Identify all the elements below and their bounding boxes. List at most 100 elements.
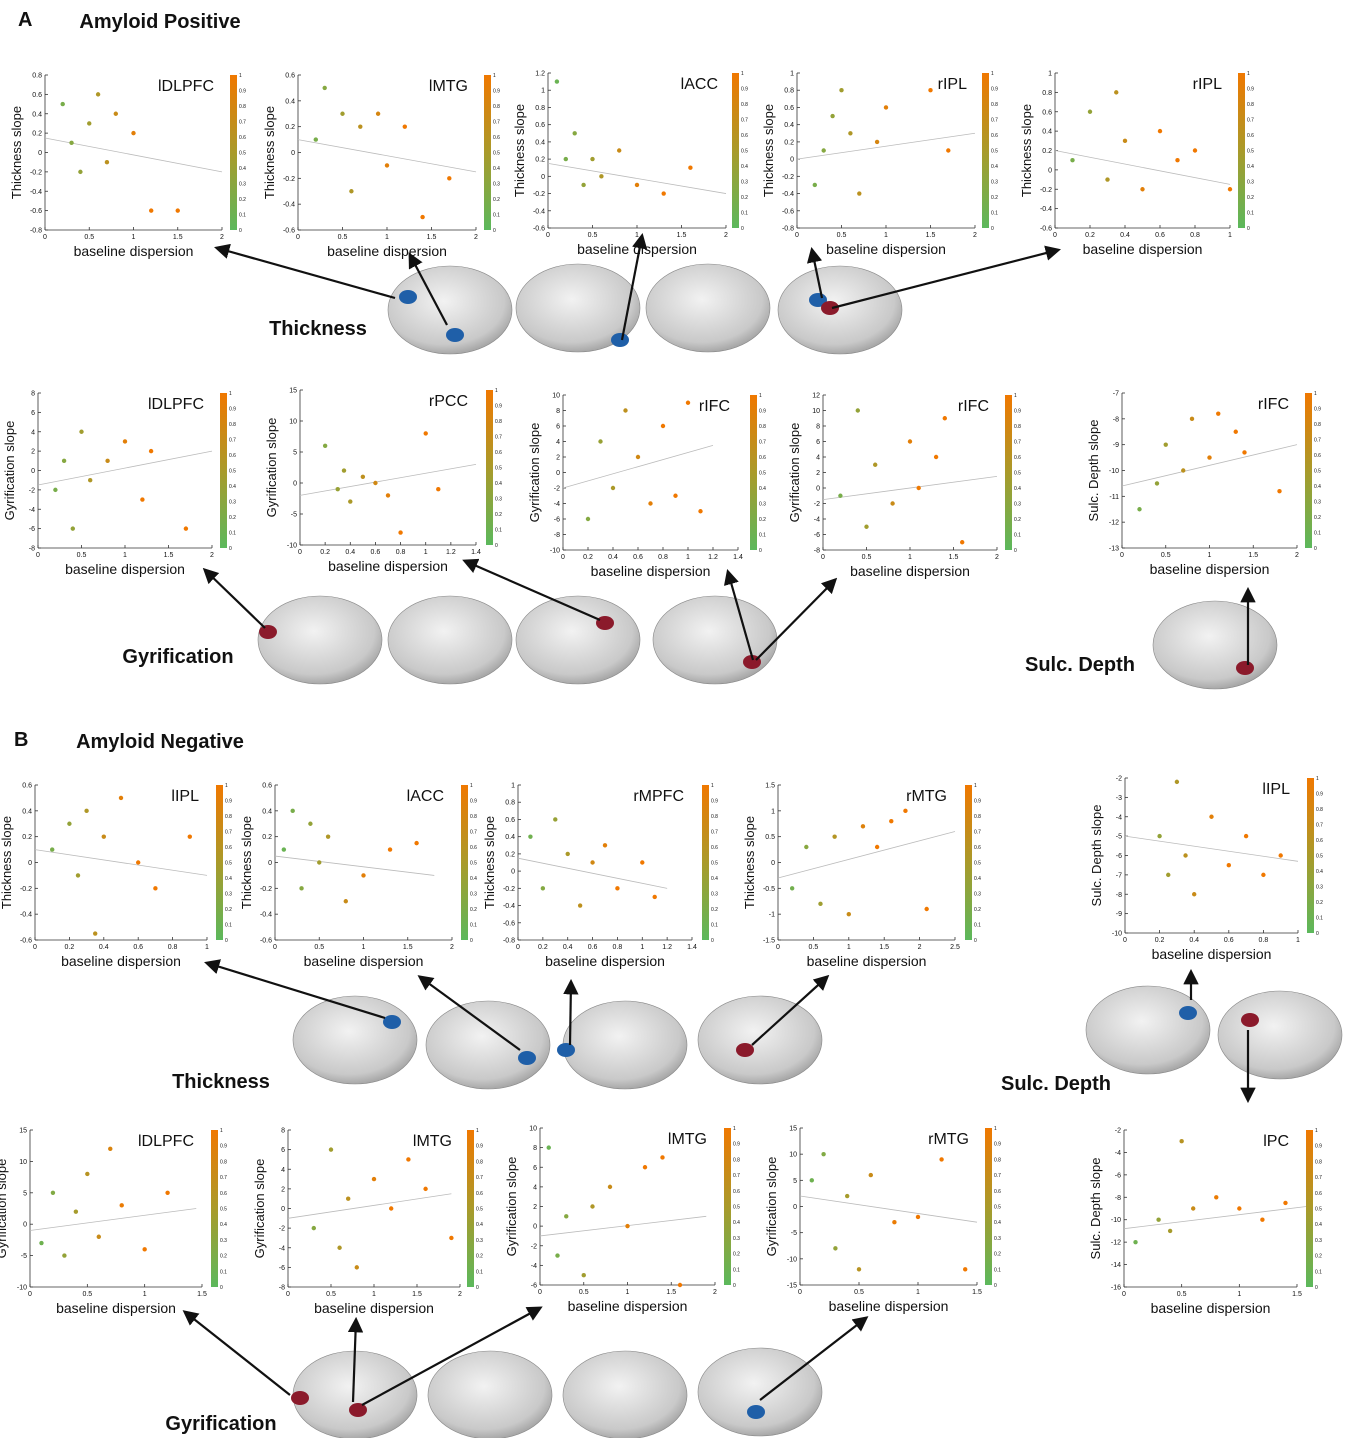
y-tick-label: 0.4 (1042, 129, 1052, 136)
y-axis-label: Thickness slope (9, 106, 24, 199)
colorbar-tick-label: 0.9 (1315, 1144, 1322, 1150)
y-tick-label: 1 (1048, 71, 1052, 78)
x-tick-label: 0 (1122, 1291, 1126, 1298)
x-tick-label: 0.5 (837, 232, 847, 239)
trend-line (275, 856, 434, 875)
x-tick-label: 1 (884, 232, 888, 239)
colorbar-tick-label: 0.6 (1014, 455, 1021, 461)
colorbar-tick-label: 0.3 (733, 1236, 740, 1242)
x-tick-label: 1.5 (972, 1289, 982, 1296)
y-tick-label: -9 (1113, 442, 1119, 449)
data-point (928, 88, 932, 92)
colorbar-tick-label: 0.8 (229, 422, 236, 428)
x-tick-label: 1 (908, 554, 912, 561)
colorbar-tick-label: 0.8 (1316, 807, 1323, 813)
y-tick-label: -7 (1116, 872, 1122, 879)
data-point (857, 1267, 861, 1271)
x-tick-label: 0 (798, 1289, 802, 1296)
colorbar-tick-label: 1 (493, 73, 496, 79)
colorbar-tick-label: 0.5 (495, 466, 502, 472)
y-tick-label: -0.8 (30, 228, 42, 235)
x-tick-label: 1.4 (471, 549, 481, 556)
scatter-chart: 00.511.52-0.6-0.4-0.200.20.40.6lMTGbasel… (262, 73, 500, 260)
y-tick-label: -0.6 (30, 208, 42, 215)
colorbar-tick-label: 0.3 (711, 892, 718, 898)
region-blob (611, 333, 629, 347)
colorbar-tick-label: 0.6 (711, 845, 718, 851)
data-point (406, 1157, 410, 1161)
data-point (398, 530, 402, 534)
y-tick-label: -4 (279, 1245, 285, 1252)
chart-title: rIPL (938, 76, 967, 93)
y-tick-label: 0.2 (784, 139, 794, 146)
data-point (39, 1241, 43, 1245)
colorbar-tick-label: 0.3 (1014, 502, 1021, 508)
data-point (420, 215, 424, 219)
data-point (908, 439, 912, 443)
colorbar-tick-label: 0.7 (733, 1173, 740, 1179)
colorbar-tick-label: 0.5 (741, 149, 748, 155)
x-axis-label: baseline dispersion (61, 953, 181, 969)
y-tick-label: -0.2 (533, 191, 545, 198)
data-point (317, 860, 321, 864)
y-tick-label: 0 (31, 468, 35, 475)
y-tick-label: -10 (1111, 1217, 1121, 1224)
data-point (76, 873, 80, 877)
y-tick-label: -0.6 (503, 920, 515, 927)
colorbar-tick-label: 0.1 (1314, 531, 1321, 537)
scatter-chart: 00.511.5-16-14-12-10-8-6-4-2lPCbaseline … (1088, 1128, 1322, 1317)
colorbar-tick-label: 0.1 (741, 211, 748, 217)
colorbar-tick-label: 0.3 (239, 182, 246, 188)
colorbar-tick-label: 0.6 (759, 455, 766, 461)
data-point (84, 809, 88, 813)
y-tick-label: -10 (1109, 468, 1119, 475)
data-point (586, 517, 590, 521)
y-axis-label: Gyrification slope (0, 1159, 9, 1259)
y-tick-label: -6 (279, 1265, 285, 1272)
y-tick-label: -12 (1109, 520, 1119, 527)
y-tick-label: 2 (281, 1186, 285, 1193)
colorbar-tick-label: 0.9 (239, 89, 246, 95)
colorbar-tick-label: 0.6 (1247, 133, 1254, 139)
colorbar-tick-label: 0.9 (495, 404, 502, 410)
colorbar-tick-label: 0.7 (741, 118, 748, 124)
figure: AAmyloid PositiveBAmyloid NegativeThickn… (0, 0, 1348, 1438)
y-tick-label: -10 (550, 548, 560, 555)
data-point (140, 497, 144, 501)
data-point (349, 189, 353, 193)
x-axis-label: baseline dispersion (1083, 241, 1203, 257)
data-point (1214, 1195, 1218, 1199)
y-tick-label: -6 (554, 517, 560, 524)
chart-title: rIPL (1193, 76, 1222, 93)
x-tick-label: 0.6 (371, 549, 381, 556)
y-tick-label: 0.2 (1042, 148, 1052, 155)
colorbar (230, 75, 237, 230)
x-tick-label: 1.4 (733, 554, 743, 561)
chart-title: lMTG (413, 1133, 452, 1150)
colorbar-tick-label: 0.3 (470, 892, 477, 898)
colorbar-tick-label: 0.7 (974, 830, 981, 836)
colorbar-tick-label: 0.6 (229, 453, 236, 459)
y-tick-label: 1 (511, 783, 515, 790)
data-point (136, 860, 140, 864)
colorbar-tick-label: 0.1 (225, 923, 232, 929)
y-tick-label: 0 (790, 157, 794, 164)
data-point (88, 478, 92, 482)
data-point (79, 430, 83, 434)
colorbar-tick-label: 0.2 (1014, 517, 1021, 523)
x-tick-label: 0.8 (1190, 232, 1200, 239)
data-point (617, 148, 621, 152)
data-point (78, 170, 82, 174)
data-point (1164, 442, 1168, 446)
colorbar (982, 73, 989, 228)
y-tick-label: 0.2 (505, 851, 515, 858)
y-tick-label: 0 (281, 1206, 285, 1213)
y-tick-label: -10 (1112, 931, 1122, 938)
y-tick-label: 0.8 (505, 800, 515, 807)
x-tick-label: 1.5 (677, 232, 687, 239)
y-tick-label: 10 (552, 393, 560, 400)
x-tick-label: 0.2 (1155, 937, 1165, 944)
x-tick-label: 2 (474, 234, 478, 241)
data-point (889, 819, 893, 823)
